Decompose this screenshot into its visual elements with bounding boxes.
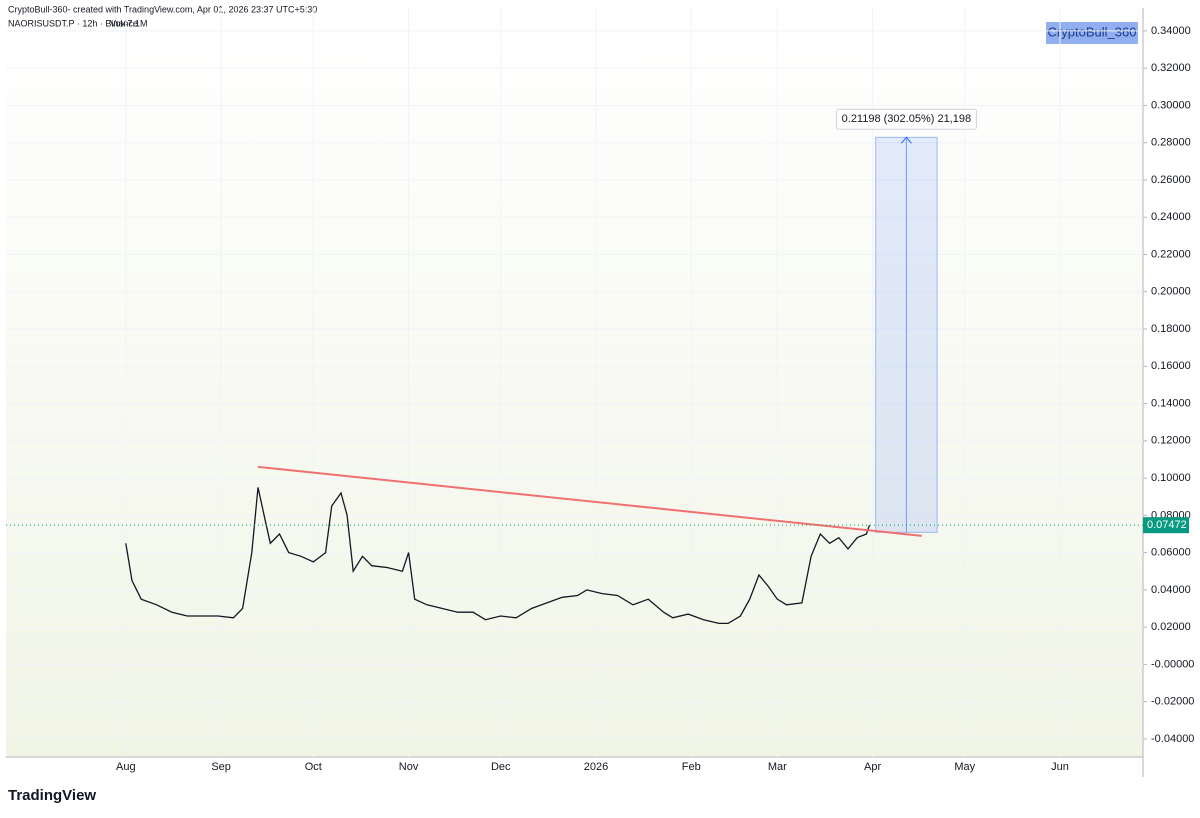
price-line — [125, 487, 871, 625]
measure-label-box — [835, 108, 977, 130]
plot-background — [6, 8, 1143, 757]
x-tick-label: Apr — [864, 761, 881, 773]
x-tick-label: Sep — [211, 761, 231, 773]
y-tick-label: -0.02000 — [1151, 696, 1194, 708]
y-tick-label: 0.18000 — [1151, 323, 1191, 335]
footer-logo: TradingView — [8, 787, 96, 804]
author-line: CryptoBull-360- created with TradingView… — [8, 4, 317, 14]
y-tick-label: 0.26000 — [1151, 174, 1191, 186]
x-tick-label: May — [954, 761, 975, 773]
y-tick-label: 0.24000 — [1151, 211, 1191, 223]
y-tick-label: 0.04000 — [1151, 584, 1191, 596]
y-tick-label: 0.02000 — [1151, 621, 1191, 633]
y-tick-label: 0.32000 — [1151, 62, 1191, 74]
measure-label: 0.21198 (302.05%) 21,198 — [842, 113, 971, 125]
y-tick-label: 0.30000 — [1151, 99, 1191, 111]
last-price-label: 0.07472 — [1147, 519, 1187, 531]
y-tick-label: 0.06000 — [1151, 547, 1191, 559]
y-tick-label: 0.16000 — [1151, 360, 1191, 372]
x-tick-label: Oct — [305, 761, 322, 773]
volume: Vol47.1M — [110, 18, 148, 28]
x-tick-label: 2026 — [584, 761, 608, 773]
measure-arrowhead — [900, 136, 912, 144]
watermark-box — [1046, 22, 1138, 44]
x-tick-label: Feb — [682, 761, 701, 773]
y-tick-label: 0.10000 — [1151, 472, 1191, 484]
y-tick-label: 0.22000 — [1151, 248, 1191, 260]
x-tick-label: Nov — [399, 761, 419, 773]
y-tick-label: 0.34000 — [1151, 25, 1191, 37]
y-tick-label: -0.00000 — [1151, 658, 1194, 670]
y-tick-label: 0.20000 — [1151, 286, 1191, 298]
x-tick-label: Dec — [491, 761, 511, 773]
y-tick-label: 0.14000 — [1151, 397, 1191, 409]
x-tick-label: Jun — [1051, 761, 1069, 773]
trendline — [257, 465, 922, 537]
watermark: CryptoBull_360 — [1048, 24, 1137, 39]
x-tick-label: Mar — [768, 761, 787, 773]
y-tick-label: 0.28000 — [1151, 137, 1191, 149]
last-price-tag — [1143, 517, 1189, 534]
symbol-line: NAORISUSDT.P · 12h · Binance — [8, 18, 138, 28]
y-tick-label: -0.04000 — [1151, 733, 1194, 745]
y-tick-label: 0.12000 — [1151, 435, 1191, 447]
x-tick-label: Aug — [116, 761, 136, 773]
